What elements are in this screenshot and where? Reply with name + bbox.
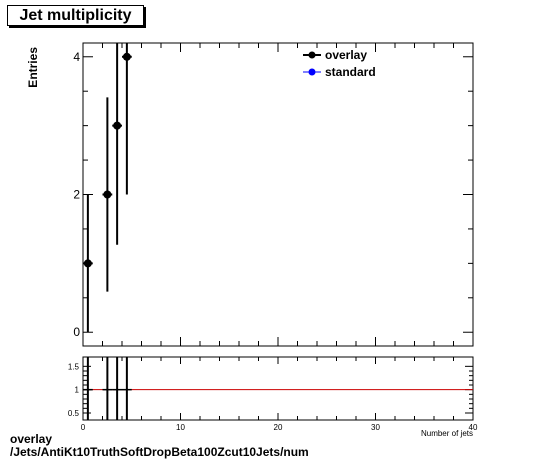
- legend-overlay-label: overlay: [325, 48, 367, 62]
- y-tick-label: 2: [73, 188, 80, 202]
- ratio-x-tick-label: 20: [274, 423, 283, 432]
- ratio-y-tick-label: 0.5: [68, 409, 80, 418]
- y-axis-label: Entries: [26, 47, 40, 88]
- footer-line-1: overlay: [10, 432, 53, 446]
- ratio-plot-frame: [82, 356, 474, 421]
- ratio-x-tick-label: 10: [176, 423, 185, 432]
- main-plot-frame: [82, 42, 474, 347]
- ratio-y-tick-label: 1.5: [68, 362, 80, 371]
- ratio-x-tick-label: 0: [81, 423, 86, 432]
- chart-title: Jet multiplicity: [19, 7, 132, 24]
- overlay-data-point: [113, 121, 122, 130]
- ratio-x-tick-label: 30: [371, 423, 380, 432]
- legend-standard-marker: [308, 68, 316, 76]
- overlay-data-point: [122, 52, 131, 61]
- x-axis-label: Number of jets: [421, 429, 473, 438]
- overlay-data-point: [103, 190, 112, 199]
- legend-standard-label: standard: [325, 65, 376, 79]
- legend-overlay-marker: [308, 51, 316, 59]
- overlay-data-point: [83, 259, 92, 268]
- y-tick-label: 0: [73, 325, 80, 339]
- footer-line-2: /Jets/AntiKt10TruthSoftDropBeta100Zcut10…: [10, 445, 309, 459]
- chart-title-box: Jet multiplicity: [7, 5, 144, 26]
- y-tick-label: 4: [73, 50, 80, 64]
- ratio-x-tick-label: 40: [469, 423, 478, 432]
- ratio-y-tick-label: 1: [75, 386, 80, 395]
